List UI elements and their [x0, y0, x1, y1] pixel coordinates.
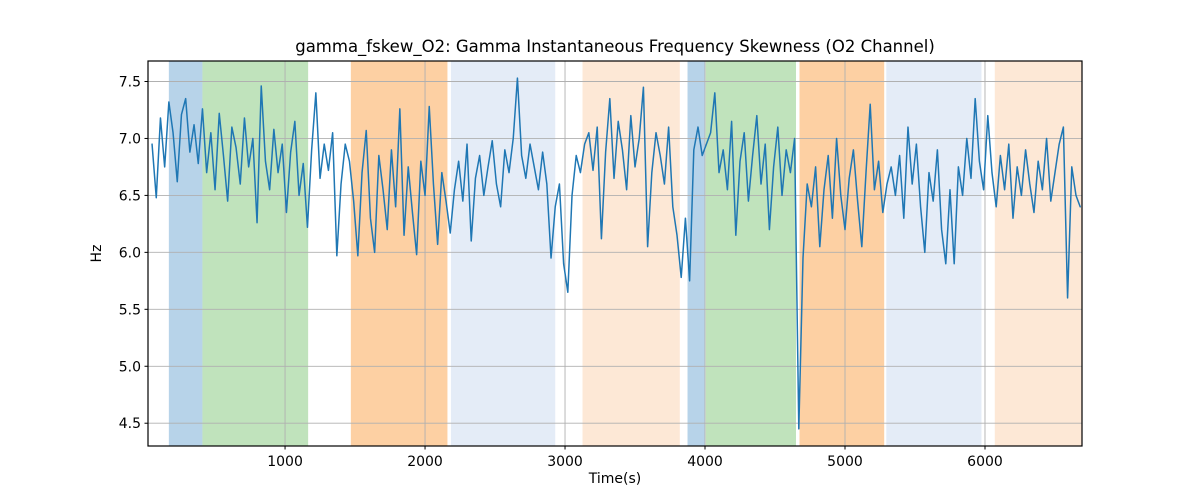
- x-tick-label: 1000: [267, 454, 303, 470]
- y-tick-label: 7.0: [119, 131, 141, 147]
- grid-layer: [148, 61, 1082, 446]
- y-tick-label: 6.0: [119, 245, 141, 261]
- x-tick-label: 5000: [827, 454, 863, 470]
- bands-layer: [168, 61, 1082, 446]
- shaded-band: [450, 61, 556, 446]
- shaded-band: [994, 61, 1082, 446]
- x-tick-label: 4000: [687, 454, 723, 470]
- y-tick-label: 6.5: [119, 188, 141, 204]
- y-tick-label: 5.0: [119, 359, 141, 375]
- series-layer: [151, 77, 1081, 430]
- x-tick-label: 3000: [547, 454, 583, 470]
- x-tick-label: 2000: [407, 454, 443, 470]
- y-tick-label: 7.5: [119, 75, 141, 91]
- shaded-band: [168, 61, 203, 446]
- shaded-band: [799, 61, 885, 446]
- chart-title: gamma_fskew_O2: Gamma Instantaneous Freq…: [295, 37, 935, 57]
- y-tick-label: 4.5: [119, 416, 141, 432]
- series-line: [151, 77, 1081, 430]
- shaded-band: [886, 61, 982, 446]
- plot-frame: [147, 60, 1083, 447]
- shaded-band: [705, 61, 797, 446]
- y-axis-label: Hz: [89, 245, 105, 263]
- y-tick-label: 5.5: [119, 302, 141, 318]
- ticks-layer: 1000 2000 3000 4000 5000 6000 4.5 5.0 5.5 6.0 6.5 7…: [119, 75, 1003, 470]
- x-tick-label: 6000: [967, 454, 1003, 470]
- x-axis-label: Time(s): [588, 471, 641, 487]
- shaded-band: [687, 61, 706, 446]
